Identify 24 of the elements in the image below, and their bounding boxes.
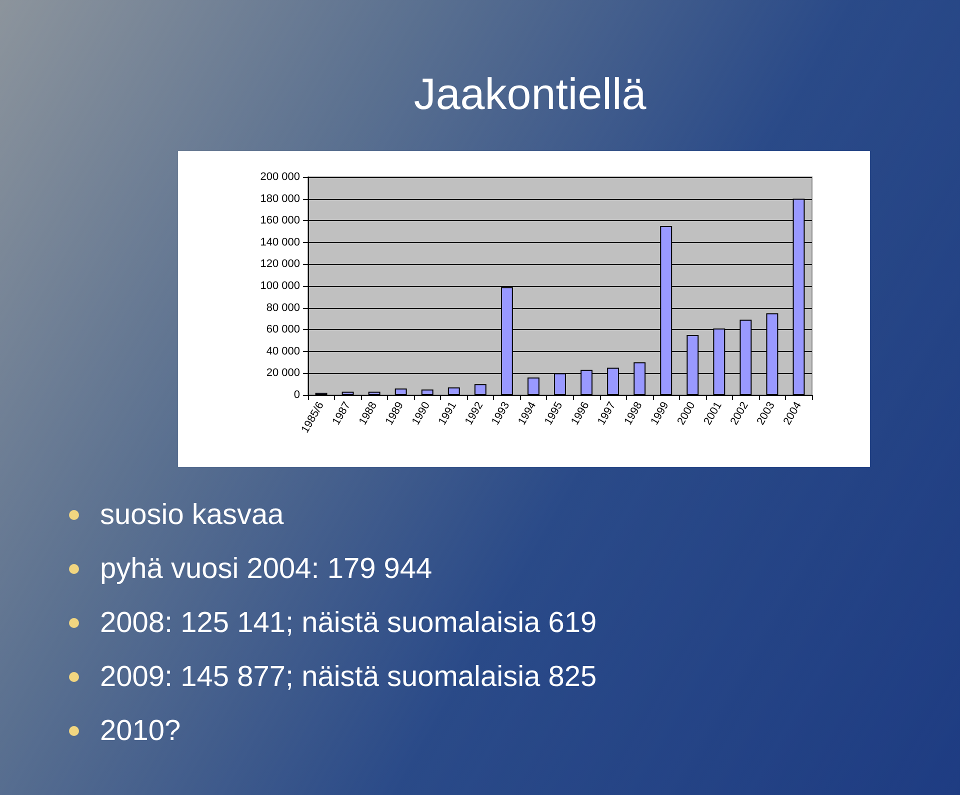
y-tick-label: 80 000 [266, 302, 300, 314]
y-tick-label: 200 000 [260, 171, 300, 183]
y-tick-label: 20 000 [266, 367, 300, 380]
text: pyhä vuosi 2004: 179 944 [100, 552, 434, 587]
y-tick-label: 120 000 [260, 258, 300, 270]
text: 2009: 145 877; näistä suomalaisia 825 [100, 660, 597, 695]
y-tick-label: 60 000 [266, 324, 300, 336]
bar [528, 378, 540, 395]
y-tick-label: 0 [294, 389, 300, 401]
bar [342, 392, 354, 395]
text: 2008: 125 141; näistä suomalaisia 619 [100, 606, 597, 641]
bar [448, 387, 460, 395]
y-tick-label: 160 000 [260, 214, 300, 227]
y-tick-label: 100 000 [260, 280, 300, 292]
bar [394, 388, 407, 395]
y-tick-label: 40 000 [266, 345, 300, 358]
bar [368, 392, 380, 395]
text: 2010? [100, 714, 182, 749]
y-tick-label: 140 000 [260, 236, 300, 248]
text: suosio kasvaa [100, 498, 285, 533]
chart-title: Jaakontiellä [412, 70, 648, 120]
bar [474, 384, 486, 395]
bar [421, 390, 434, 395]
y-tick-label: 180 000 [260, 192, 300, 205]
